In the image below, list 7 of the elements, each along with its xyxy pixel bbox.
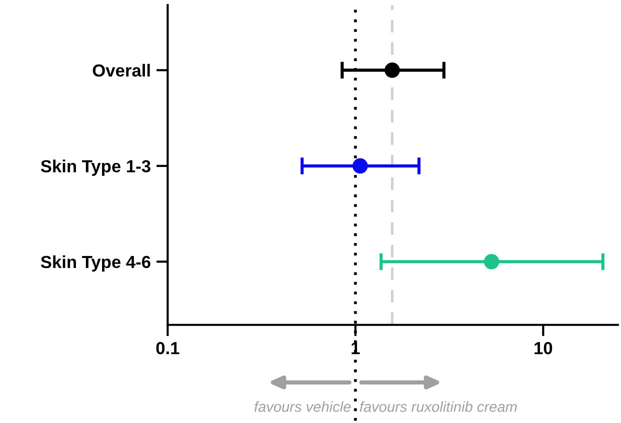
y-tick-label: Skin Type 1-3 xyxy=(40,160,150,176)
text: favours vehicle xyxy=(254,401,351,412)
text: favours ruxolitinib cream xyxy=(360,401,517,412)
x-tick-label: 10 xyxy=(534,342,552,354)
y-tick-label: Skin Type 4-6 xyxy=(40,255,150,272)
x-tick-label: 0.1 xyxy=(156,342,180,354)
y-tick-label: Overall xyxy=(92,64,150,77)
